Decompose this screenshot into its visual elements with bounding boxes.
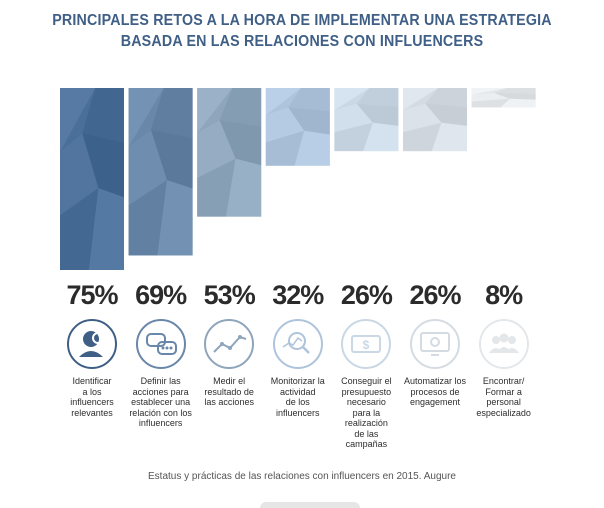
category-label-line: campañas	[345, 439, 388, 449]
bar-1	[60, 88, 124, 270]
category-label-line: Medir el	[213, 376, 246, 386]
category-label-line: influencers	[138, 418, 183, 428]
team-icon	[477, 317, 531, 371]
source-note: Estatus y prácticas de las relaciones co…	[148, 471, 456, 482]
category-label-1: Identificar a los influencers relevantes	[57, 376, 127, 418]
scroll-indicator	[260, 502, 360, 508]
category-label-7: Encontrar/Formar a personal especializado	[469, 376, 539, 418]
value-label-3: 53%	[203, 280, 256, 310]
value-label-5: 26%	[340, 280, 393, 310]
bar-3	[197, 88, 262, 217]
line-chart-icon	[202, 317, 256, 371]
bar-4	[265, 88, 330, 166]
category-label-line: las acciones	[204, 397, 254, 407]
category-label-line: influencers	[276, 407, 320, 418]
category-label-line: necesario	[346, 397, 386, 407]
magnifier-chart-icon	[271, 317, 325, 371]
category-label-3: Medir el resultado de las acciones	[194, 376, 264, 408]
value-label-6: 26%	[409, 280, 461, 310]
chart-title-line-1: PRINCIPALES RETOS A LA HORA DE IMPLEMENT…	[52, 12, 552, 29]
bar-2	[128, 88, 193, 256]
category-label-line: realización	[344, 418, 388, 428]
category-label-line: acciones para	[132, 386, 189, 397]
category-label-line: Definir las	[140, 376, 181, 386]
category-label-line: procesos de	[410, 386, 460, 397]
category-label-line: relevantes	[71, 407, 113, 418]
category-label-line: a los	[82, 386, 102, 397]
category-label-4: Monitorizar la actividad de los influencers	[263, 376, 333, 418]
money-icon: $	[339, 317, 393, 371]
svg-text:$: $	[363, 338, 370, 352]
category-label-line: presupuesto	[341, 386, 392, 397]
chat-bubbles-icon	[134, 317, 188, 371]
category-label-2: Definir las acciones para establecer una re…	[126, 376, 196, 429]
category-label-line: resultado de	[204, 386, 254, 397]
category-label-line: Identificar	[72, 376, 112, 386]
category-label-line: para la	[352, 407, 381, 418]
category-label-line: Conseguir el	[341, 376, 392, 386]
category-label-line: establecer una	[131, 397, 191, 407]
category-label-line: personal	[486, 397, 521, 407]
bar-7	[471, 88, 536, 108]
category-label-5: Conseguir el presupuesto necesario para la r…	[331, 376, 401, 450]
bar-5	[334, 88, 399, 152]
bar-6	[403, 88, 467, 152]
chart-title-line-2: BASADA EN LAS RELACIONES CON INFLUENCERS	[120, 33, 484, 50]
category-label-line: Encontrar/	[482, 376, 525, 386]
category-label-line: influencers	[70, 397, 114, 407]
category-label-line: Formar a	[485, 386, 522, 397]
category-label-line: Monitorizar la	[270, 376, 325, 386]
category-label-line: actividad	[280, 386, 316, 397]
value-label-2: 69%	[135, 280, 187, 310]
gear-monitor-icon	[408, 317, 462, 371]
category-label-line: de los	[285, 397, 310, 407]
category-label-line: engagement	[409, 397, 461, 407]
value-label-1: 75%	[66, 280, 118, 310]
value-label-4: 32%	[272, 280, 324, 310]
category-label-line: relación con los	[129, 407, 192, 418]
user-search-icon	[65, 317, 119, 371]
category-label-line: de las	[354, 428, 379, 439]
value-label-7: 8%	[485, 280, 523, 310]
category-label-line: Automatizar los	[403, 376, 467, 386]
category-label-6: Automatizar los procesos de engagement	[400, 376, 470, 408]
chart-title: PRINCIPALES RETOS A LA HORA DE IMPLEMENT…	[24, 10, 580, 52]
category-label-line: especializado	[476, 407, 531, 418]
